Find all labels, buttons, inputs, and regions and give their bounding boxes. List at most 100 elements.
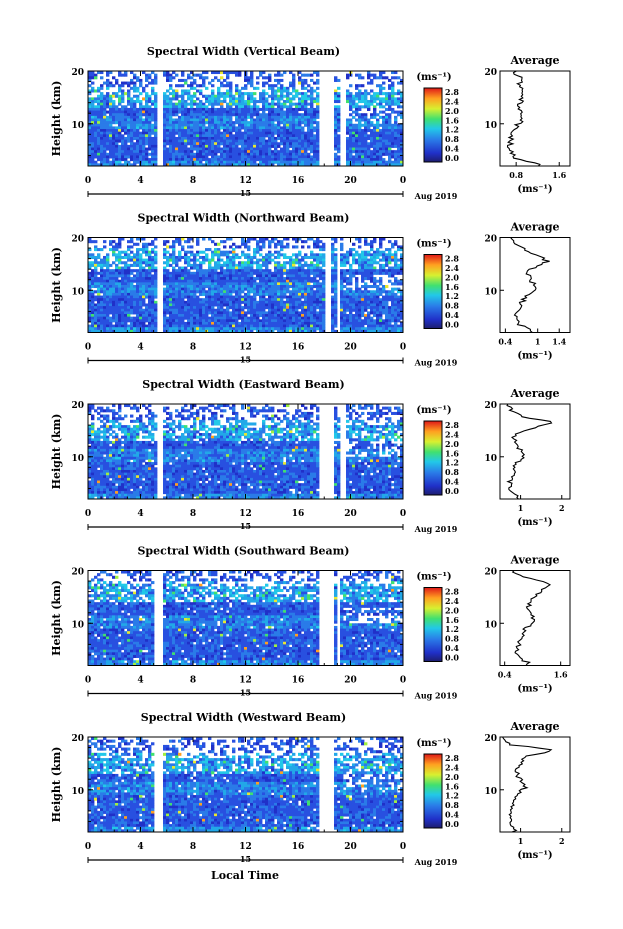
heatmap-cell [232,303,236,307]
heatmap-cell [145,134,149,138]
heatmap-cell [223,150,227,154]
heatmap-cell [262,139,266,143]
heatmap-cell [202,107,206,111]
heatmap-cell [280,282,284,286]
heatmap-cell [379,300,383,304]
heatmap-cell [226,94,230,98]
heatmap-cell [127,271,131,275]
heatmap-cell [277,155,281,159]
heatmap-cell [301,258,305,262]
heatmap-cell [88,158,92,162]
heatmap-cell [289,263,293,267]
heatmap-cell [100,271,104,275]
heatmap-cell [370,136,374,141]
heatmap-cell [244,274,248,278]
heatmap-cell [106,129,110,133]
heatmap-cell [277,306,281,310]
heatmap-cell [190,76,194,80]
heatmap-cell [262,89,266,93]
heatmap-cell [391,269,395,273]
heatmap-cell [100,123,104,127]
heatmap-cell [280,266,284,270]
heatmap-cell [238,126,242,130]
heatmap-cell [367,92,371,96]
heatmap-cell [112,271,116,275]
heatmap-cell [148,255,152,260]
heatmap-cell [184,142,188,146]
heatmap-cell [307,155,311,159]
heatmap-cell [142,134,146,138]
heatmap-cell [343,277,347,281]
heatmap-cell [349,250,353,254]
heatmap-cell [244,263,248,267]
heatmap-cell [148,160,152,164]
heatmap-cell [355,142,359,146]
heatmap-cell [130,110,134,114]
heatmap-cell [172,253,176,257]
heatmap-cell [349,279,353,283]
heatmap-cell [271,97,275,101]
heatmap-cell [103,102,107,106]
heatmap-cell [217,282,221,286]
heatmap-cell [181,147,185,151]
heatmap-cell [232,266,236,270]
heatmap-cell [223,92,227,96]
heatmap-cell [94,97,98,101]
heatmap-cell [376,250,380,254]
heatmap-cell [391,136,395,141]
heatmap-cell [136,271,140,275]
heatmap-cell [118,240,122,244]
heatmap-cell [277,255,281,260]
heatmap-cell [109,126,113,130]
heatmap-cell [376,118,380,122]
heatmap-cell [301,290,305,294]
heatmap-cell [256,158,260,162]
heatmap-cell [355,261,359,265]
heatmap-cell [301,94,305,98]
heatmap-cell [121,303,125,307]
heatmap-cell [310,160,314,164]
heatmap-cell [331,253,335,257]
heatmap-cell [202,269,206,273]
heatmap-cell [130,134,134,138]
heatmap-cell [262,163,266,167]
heatmap-cell [370,152,374,156]
heatmap-cell [349,139,353,143]
heatmap-cell [346,144,350,148]
heatmap-cell [142,86,146,90]
heatmap-cell [166,282,170,286]
heatmap-cell [379,279,383,283]
heatmap-cell [370,269,374,273]
heatmap-cell [100,263,104,267]
heatmap-cell [118,131,122,135]
heatmap-cell [181,152,185,156]
heatmap-cell [352,147,356,151]
heatmap-cell [220,258,224,262]
heatmap-cell [91,298,95,302]
heatmap-cell [388,105,392,109]
heatmap-cell [265,144,269,148]
heatmap-cell [337,115,341,119]
heatmap-cell [346,118,350,122]
heatmap-cell [292,86,296,90]
heatmap-cell [391,303,395,307]
heatmap-cell [130,152,134,156]
heatmap-cell [394,118,398,122]
heatmap-cell [271,163,275,167]
heatmap-cell [271,277,275,281]
heatmap-cell [103,160,107,164]
heatmap-cell [202,250,206,254]
heatmap-cell [166,100,170,104]
heatmap-cell [289,271,293,275]
heatmap-cell [397,303,401,307]
heatmap-cell [280,121,284,125]
heatmap-cell [205,160,209,164]
heatmap-cell [265,255,269,260]
heatmap-cell [181,163,185,167]
heatmap-cell [169,282,173,286]
heatmap-cell [397,155,401,159]
heatmap-cell [238,71,242,75]
heatmap-cell [346,152,350,156]
heatmap-cell [223,84,227,88]
heatmap-cell [388,92,392,96]
